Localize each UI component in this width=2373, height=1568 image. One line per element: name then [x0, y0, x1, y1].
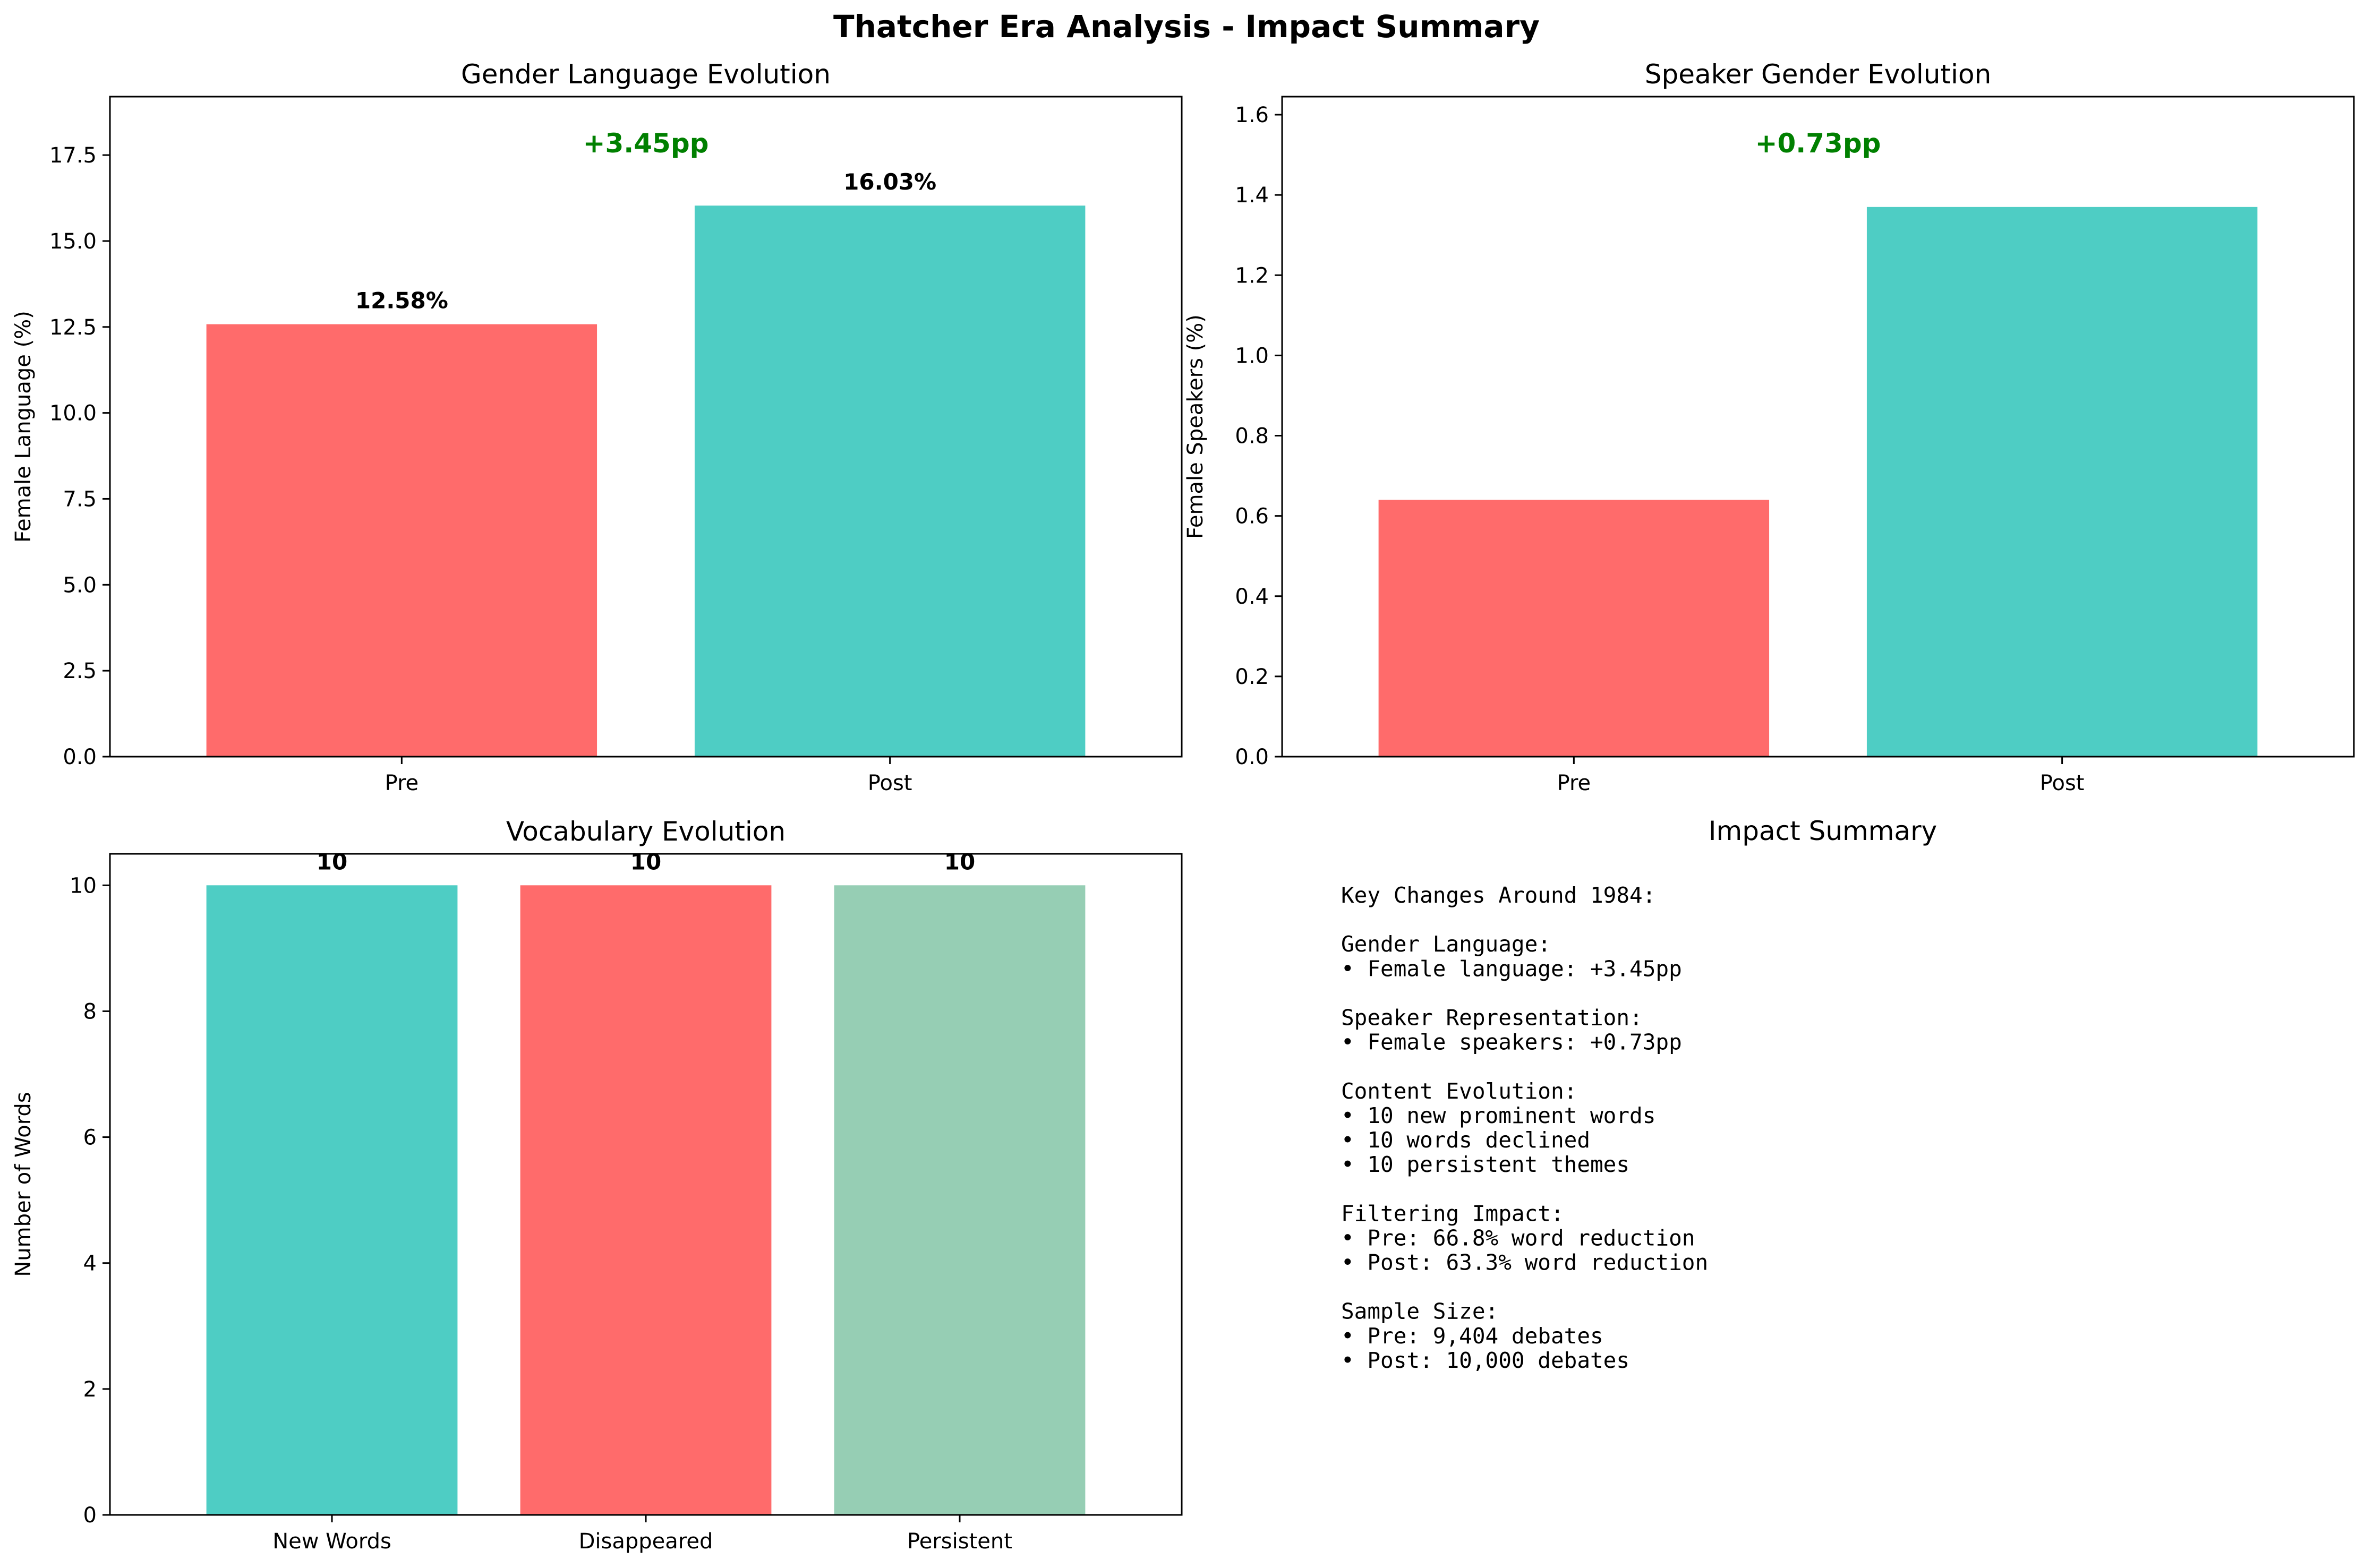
- summary-line: • Female language: +3.45pp: [1341, 956, 1682, 981]
- y-tick-label: 0.0: [63, 745, 97, 769]
- x-tick-label: New Words: [272, 1529, 391, 1554]
- y-tick-label: 0.6: [1235, 504, 1269, 529]
- y-tick-label: 0.0: [1235, 745, 1269, 769]
- y-tick-label: 12.5: [49, 315, 97, 340]
- summary-line: • Pre: 9,404 debates: [1341, 1323, 1603, 1349]
- y-tick-label: 15.0: [49, 229, 97, 254]
- x-tick-label: Persistent: [907, 1529, 1012, 1554]
- bar-pre: [1378, 500, 1770, 757]
- y-tick-label: 2.5: [63, 659, 97, 683]
- x-tick-label: Pre: [385, 771, 419, 795]
- y-tick-label: 10: [70, 873, 97, 898]
- figure-title: Thatcher Era Analysis - Impact Summary: [833, 8, 1540, 45]
- y-tick-label: 2: [83, 1377, 97, 1402]
- x-tick-label: Post: [868, 771, 912, 795]
- chart-title: Gender Language Evolution: [461, 59, 831, 90]
- y-axis-label: Female Speakers (%): [1183, 314, 1208, 539]
- y-tick-label: 10.0: [49, 401, 97, 426]
- bar-post: [1866, 207, 2258, 757]
- summary-line: • 10 persistent themes: [1341, 1152, 1629, 1177]
- x-tick-label: Post: [2040, 771, 2085, 795]
- summary-text: Key Changes Around 1984: Gender Language:…: [1341, 882, 1708, 1373]
- bar-pre: [206, 324, 597, 757]
- axes-frame: [1281, 96, 2355, 758]
- bar-post: [694, 205, 1086, 757]
- y-tick-label: 5.0: [63, 573, 97, 597]
- value-label: 10: [317, 849, 347, 875]
- summary-line: • Post: 10,000 debates: [1341, 1348, 1629, 1373]
- value-label: 16.03%: [843, 169, 936, 195]
- value-label: 10: [630, 849, 661, 875]
- y-tick-label: 0.8: [1235, 424, 1269, 449]
- value-label: 10: [944, 849, 975, 875]
- summary-line: • Post: 63.3% word reduction: [1341, 1250, 1708, 1275]
- summary-line: Sample Size:: [1341, 1299, 1498, 1324]
- y-tick-label: 1.4: [1235, 183, 1269, 208]
- value-label: 12.58%: [355, 288, 448, 314]
- gender-language-chart: Gender Language Evolution 0.0 2.5 5.0 7.5 10.…: [11, 59, 1183, 795]
- impact-summary-panel: Impact Summary Key Changes Around 1984: G…: [1341, 816, 1937, 1373]
- y-tick-label: 4: [83, 1252, 97, 1276]
- y-tick-label: 1.0: [1235, 344, 1269, 368]
- y-tick-label: 7.5: [63, 487, 97, 511]
- difference-annotation: +3.45pp: [583, 128, 709, 159]
- y-tick-label: 0.4: [1235, 585, 1269, 609]
- chart-title: Speaker Gender Evolution: [1645, 59, 1992, 90]
- y-tick-label: 6: [83, 1126, 97, 1150]
- chart-title: Vocabulary Evolution: [506, 816, 786, 847]
- summary-line: • 10 new prominent words: [1341, 1103, 1655, 1128]
- summary-line: Content Evolution:: [1341, 1078, 1577, 1104]
- vocabulary-chart: Vocabulary Evolution 0 2 4 6 8 10 New Words Disa…: [11, 816, 1183, 1554]
- y-axis-label: Female Language (%): [11, 311, 36, 543]
- bar-new-words: [206, 885, 458, 1515]
- bar-persistent: [834, 885, 1086, 1515]
- summary-line: Filtering Impact:: [1341, 1201, 1564, 1226]
- y-tick-label: 17.5: [49, 143, 97, 168]
- axes-frame: [109, 96, 1183, 758]
- y-tick-label: 0.2: [1235, 665, 1269, 689]
- y-tick-label: 0: [83, 1503, 97, 1528]
- summary-title: Impact Summary: [1709, 816, 1937, 846]
- y-tick-label: 1.6: [1235, 103, 1269, 127]
- summary-line: Key Changes Around 1984:: [1341, 882, 1655, 908]
- y-tick-label: 8: [83, 999, 97, 1024]
- summary-line: Gender Language:: [1341, 931, 1551, 957]
- summary-line: • Pre: 66.8% word reduction: [1341, 1225, 1695, 1250]
- summary-line: Speaker Representation:: [1341, 1005, 1643, 1031]
- y-axis-label: Number of Words: [11, 1092, 36, 1276]
- summary-line: • 10 words declined: [1341, 1127, 1590, 1153]
- x-tick-label: Disappeared: [579, 1529, 713, 1554]
- summary-line: • Female speakers: +0.73pp: [1341, 1030, 1682, 1055]
- difference-annotation: +0.73pp: [1755, 128, 1881, 159]
- y-tick-label: 1.2: [1235, 263, 1269, 288]
- x-tick-label: Pre: [1557, 771, 1591, 795]
- speaker-gender-chart: Speaker Gender Evolution 0.0 0.2 0.4 0.6 0.8 1…: [1183, 59, 2355, 795]
- bar-disappeared: [520, 885, 772, 1515]
